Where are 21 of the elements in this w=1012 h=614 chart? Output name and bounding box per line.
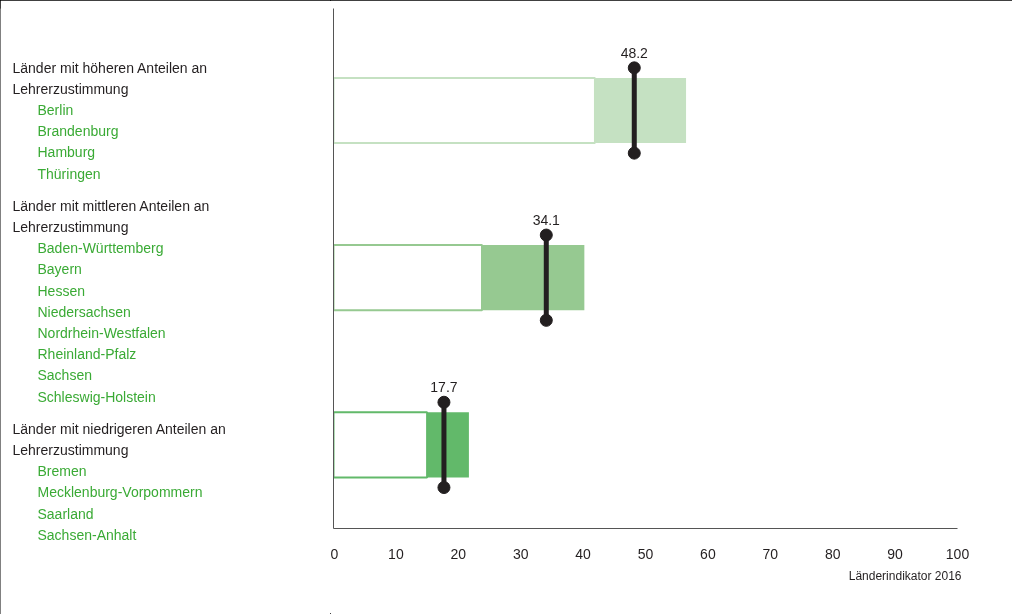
x-tick-label: 50 xyxy=(637,545,654,562)
x-tick-label: 90 xyxy=(887,545,904,562)
x-tick-label: 10 xyxy=(388,545,404,562)
x-tick-label: 80 xyxy=(824,545,841,562)
text: Bremen Mecklenburg-Vorpommern Saarland Sachsen-Anhalt xyxy=(37,463,203,543)
data-label: 17.7 xyxy=(430,379,458,396)
x-tick-label: 70 xyxy=(762,545,779,562)
x-tick-label: 100 xyxy=(945,545,970,562)
x-tick-label: 0 xyxy=(330,545,339,562)
x-tick-label: 20 xyxy=(450,545,467,562)
annotation: Länderindikator 2016 xyxy=(848,568,962,583)
y-tick-label: Länder mit höheren Anteilen an Lehrerzustimmung xyxy=(12,59,208,97)
x-tick-label: 30 xyxy=(512,545,529,562)
x-tick-label: 40 xyxy=(575,545,592,562)
y-tick-label: Länder mit niedrigeren Anteilen an Lehrerzustimmung xyxy=(12,420,226,458)
data-label: 34.1 xyxy=(532,212,561,229)
text: Baden-Württemberg Bayern Hessen Niedersachsen Nordrhein-Westfalen Rheinland-Pfalz Sachsen Schleswig-Holstein xyxy=(37,240,166,405)
y-tick-label: Länder mit mittleren Anteilen an Lehrerzustimmung xyxy=(12,197,210,235)
text: Berlin Brandenburg Hamburg Thüringen xyxy=(37,101,119,182)
x-tick-label: 60 xyxy=(700,545,716,562)
data-label: 48.2 xyxy=(620,44,649,61)
